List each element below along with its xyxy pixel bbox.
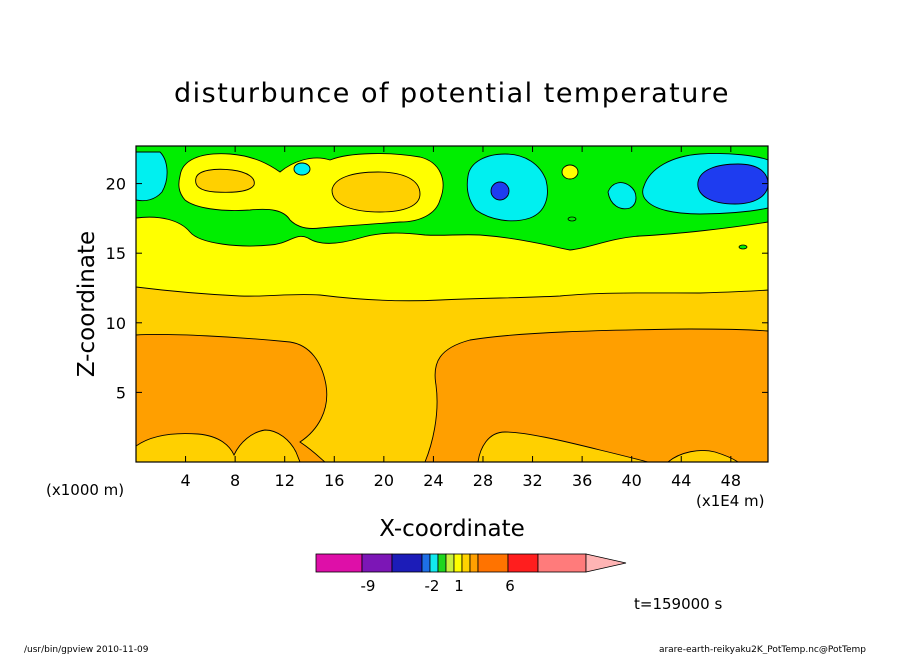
x-tick-label-9: 40 bbox=[622, 471, 642, 490]
colorbar-swatch-10 bbox=[477, 553, 509, 573]
x-tick-label-1: 8 bbox=[230, 471, 240, 490]
colorbar-swatch-6 bbox=[445, 553, 455, 573]
tiny-spot-2 bbox=[738, 244, 748, 250]
x-tick-label-11: 48 bbox=[721, 471, 741, 490]
footer-left: /usr/bin/gpview 2010-11-09 bbox=[24, 645, 149, 654]
gold-blob-2 bbox=[331, 171, 421, 213]
colorbar-tick-label-1: -2 bbox=[425, 577, 440, 595]
x-tick-label-6: 28 bbox=[473, 471, 493, 490]
chart-title: disturbunce of potential temperature bbox=[174, 78, 730, 109]
x-tick-label-7: 32 bbox=[522, 471, 542, 490]
y-axis: 5 10 15 20 bbox=[106, 175, 768, 402]
y-axis-label: Z-coordinate bbox=[74, 231, 100, 377]
plot-area bbox=[136, 146, 768, 462]
x-tick-label-2: 12 bbox=[275, 471, 295, 490]
colorbar-swatch-1 bbox=[361, 553, 393, 573]
footer-right: arare-earth-reikyaku2K_PotTemp.nc@PotTem… bbox=[659, 645, 866, 654]
x-tick-label-4: 20 bbox=[374, 471, 394, 490]
gold-lens-right2 bbox=[667, 450, 739, 462]
x-axis: 4 8 12 16 20 24 28 32 36 40 44 48 bbox=[180, 146, 741, 490]
gold-lens-right bbox=[477, 431, 649, 462]
yellow-dot bbox=[561, 164, 579, 180]
cyan-dot bbox=[293, 162, 311, 176]
colorbar-swatch-3 bbox=[421, 553, 431, 573]
y-tick-label-3: 20 bbox=[106, 175, 126, 194]
colorbar-swatch-4 bbox=[429, 553, 439, 573]
colorbar-tick-label-2: 1 bbox=[454, 577, 464, 595]
x-tick-label-10: 44 bbox=[671, 471, 691, 490]
blue-blob-right bbox=[697, 163, 768, 205]
x-tick-label-5: 24 bbox=[423, 471, 443, 490]
y-unit-note: (x1000 m) bbox=[46, 481, 124, 499]
colorbar-swatch-0 bbox=[315, 553, 363, 573]
colorbar-swatch-5 bbox=[437, 553, 447, 573]
time-label: t=159000 s bbox=[634, 595, 722, 613]
cyan-blob-small bbox=[607, 182, 637, 210]
x-tick-label-3: 16 bbox=[324, 471, 344, 490]
colorbar-swatch-12 bbox=[537, 553, 587, 573]
cyan-patch-left bbox=[136, 151, 168, 202]
blue-blob-mid bbox=[490, 181, 510, 201]
gold-lens-left bbox=[136, 429, 301, 462]
x-unit-note: (x1E4 m) bbox=[696, 492, 765, 510]
colorbar-swatch-7 bbox=[453, 553, 463, 573]
tiny-spot-1 bbox=[567, 216, 577, 222]
colorbar-swatch-11 bbox=[507, 553, 539, 573]
x-tick-label-8: 36 bbox=[572, 471, 592, 490]
y-tick-label-2: 15 bbox=[106, 244, 126, 263]
colorbar-tick-label-0: -9 bbox=[361, 577, 376, 595]
plot-frame bbox=[135, 145, 769, 463]
colorbar-swatch-8 bbox=[461, 553, 471, 573]
colorbar-swatch-2 bbox=[391, 553, 423, 573]
colorbar bbox=[315, 553, 627, 573]
colorbar-swatch-9 bbox=[469, 553, 479, 573]
colorbar-extend-arrow bbox=[585, 553, 627, 573]
colorbar-tick-label-3: 6 bbox=[505, 577, 515, 595]
x-axis-label: X-coordinate bbox=[379, 516, 525, 542]
y-tick-label-0: 5 bbox=[116, 383, 126, 402]
gold-blob-1 bbox=[195, 168, 255, 193]
y-tick-label-1: 10 bbox=[106, 314, 126, 333]
colorbar-ticks: -9 -2 1 6 bbox=[361, 577, 515, 595]
x-tick-label-0: 4 bbox=[180, 471, 190, 490]
